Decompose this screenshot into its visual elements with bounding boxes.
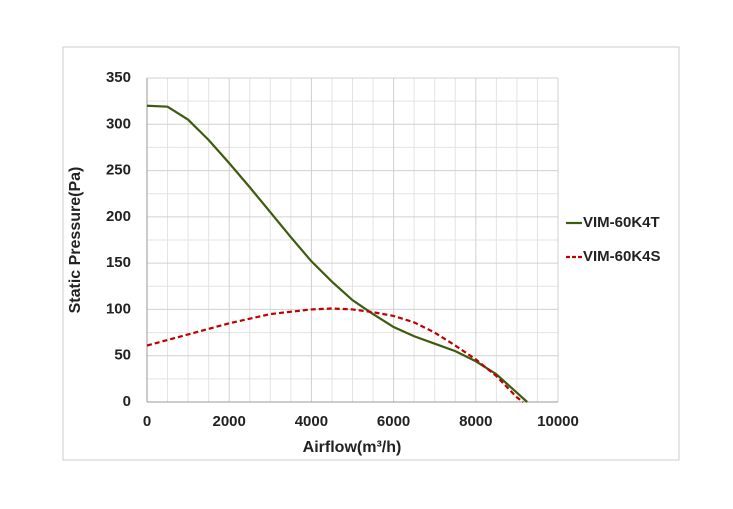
x-tick-label: 10000 <box>537 413 579 430</box>
x-axis-label: Airflow(m³/h) <box>303 439 402 456</box>
x-tick-label: 4000 <box>295 413 328 430</box>
y-tick-label: 200 <box>106 208 131 225</box>
y-tick-label: 300 <box>106 115 131 132</box>
y-tick-label: 150 <box>106 254 131 271</box>
y-tick-label: 0 <box>123 393 131 410</box>
legend-label: VIM-60K4T <box>583 214 660 231</box>
x-tick-label: 0 <box>143 413 151 430</box>
y-tick-label: 350 <box>106 69 131 86</box>
x-tick-label: 6000 <box>377 413 410 430</box>
y-tick-label: 100 <box>106 300 131 317</box>
y-axis-label: Static Pressure(Pa) <box>67 167 84 314</box>
series-line <box>146 104 528 403</box>
y-tick-label: 50 <box>114 347 131 364</box>
chart-frame <box>62 46 680 461</box>
x-tick-label: 8000 <box>459 413 492 430</box>
legend-label: VIM-60K4S <box>583 248 661 265</box>
y-tick-label: 250 <box>106 162 131 179</box>
x-tick-label: 2000 <box>213 413 246 430</box>
series-line <box>146 307 524 403</box>
